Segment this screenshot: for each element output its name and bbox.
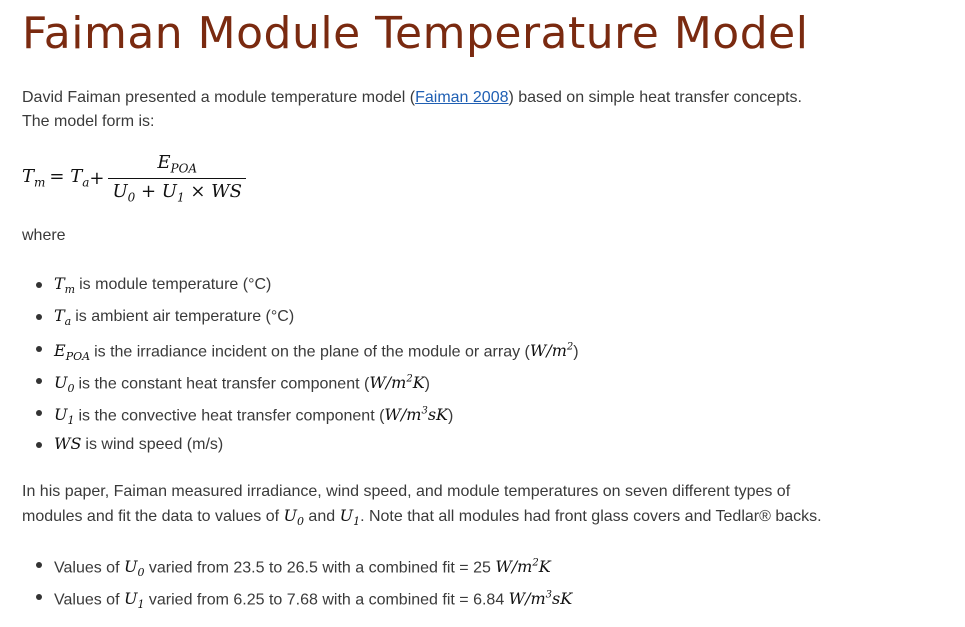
list-item: Values of U1 varied from 6.25 to 7.68 wi… (36, 584, 572, 616)
eq-tm: Tm (22, 166, 46, 190)
eq-plus: + (89, 167, 105, 189)
definition-list: Tm is module temperature (°C) Ta is ambien… (36, 272, 579, 464)
faiman-equation: Tm = Ta + EPOA U0 + U1 × WS (22, 152, 246, 204)
fit-list: Values of U0 varied from 23.5 to 26.5 wi… (36, 552, 572, 616)
list-item: EPOA is the irradiance incident on the pl… (36, 336, 579, 368)
intro-text: David Faiman presented a module temperat… (22, 89, 416, 106)
faiman-2008-link[interactable]: Faiman 2008 (415, 89, 509, 106)
page-title: Faiman Module Temperature Model (22, 8, 809, 59)
list-item: U0 is the constant heat transfer componen… (36, 368, 579, 400)
where-label: where (22, 227, 66, 244)
intro-paragraph: David Faiman presented a module temperat… (22, 86, 802, 134)
results-paragraph: In his paper, Faiman measured irradiance… (22, 483, 822, 529)
intro-text-after: ) based on simple heat transfer concepts… (508, 89, 802, 106)
list-item: WS is wind speed (m/s) (36, 432, 579, 464)
eq-denominator: U0 + U1 × WS (108, 177, 246, 204)
eq-ta: = Ta (49, 166, 90, 190)
list-item: U1 is the convective heat transfer compon… (36, 400, 579, 432)
eq-fraction: EPOA U0 + U1 × WS (108, 152, 246, 204)
list-item: Tm is module temperature (°C) (36, 272, 579, 304)
intro-line2: The model form is: (22, 113, 155, 130)
list-item: Ta is ambient air temperature (°C) (36, 304, 579, 336)
list-item: Values of U0 varied from 23.5 to 26.5 wi… (36, 552, 572, 584)
eq-numerator: EPOA (157, 152, 198, 176)
